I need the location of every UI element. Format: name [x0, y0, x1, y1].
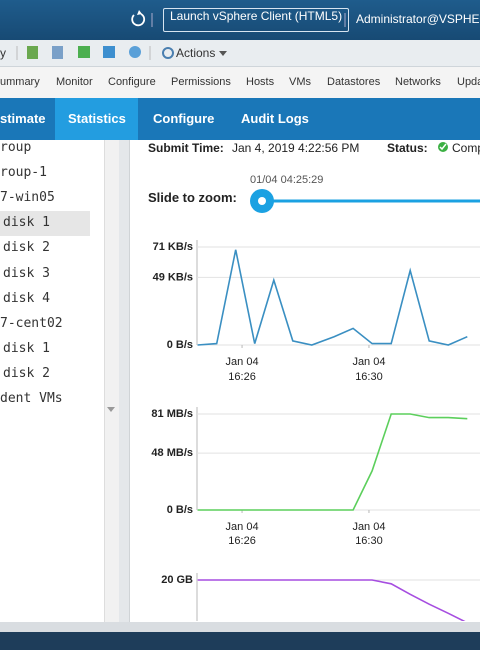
toolbar-label: y	[0, 46, 6, 60]
slider-label: Slide to zoom:	[148, 190, 237, 205]
footer-strip	[0, 622, 480, 632]
nav-tab[interactable]: Networks	[395, 76, 441, 88]
status-check	[439, 143, 447, 151]
tree-item[interactable]: 7-cent02	[0, 315, 63, 331]
y-tick-label: 0 B/s	[167, 339, 193, 351]
tree-item[interactable]: dent VMs	[0, 391, 63, 406]
y-tick-label: 48 MB/s	[151, 447, 193, 459]
x-tick-label: Jan 04	[226, 356, 259, 368]
y-tick-label: 20 GB	[161, 574, 193, 586]
y-tick-label: 81 MB/s	[151, 408, 193, 420]
dropdown-arrow	[219, 51, 227, 56]
sub-tab[interactable]: stimate	[0, 111, 46, 126]
status-value: Compl	[452, 141, 480, 155]
launch-button[interactable]: Launch vSphere Client (HTML5)	[163, 8, 350, 32]
x-tick-label: 16:26	[228, 371, 256, 383]
x-tick-label: 16:26	[228, 535, 256, 547]
nav-tab[interactable]: Configure	[108, 76, 156, 88]
tree-item[interactable]: 7-win05	[0, 190, 55, 206]
scrollbar[interactable]	[104, 140, 119, 622]
y-tick-label: 0 B/s	[167, 504, 193, 516]
tool-icon[interactable]	[103, 46, 115, 58]
nav-tab[interactable]: Hosts	[246, 76, 275, 88]
y-tick-label: 49 KB/s	[153, 271, 193, 283]
nav-tab[interactable]: Datastores	[327, 76, 381, 88]
x-tick-label: Jan 04	[352, 521, 385, 533]
scroll-arrow[interactable]	[107, 407, 115, 412]
tree-item[interactable]: disk 1	[3, 340, 50, 356]
submit-time: Jan 4, 2019 4:22:56 PM	[232, 141, 360, 155]
tree-item[interactable]: disk 2	[3, 240, 50, 256]
gear-icon	[162, 47, 174, 59]
data-line	[197, 249, 468, 346]
sub-tab[interactable]: Audit Logs	[241, 111, 309, 126]
selected-tab-bg	[55, 98, 138, 140]
slider-knob-center	[258, 197, 266, 205]
panel-gutter	[119, 140, 130, 622]
user-menu[interactable]: Administrator@VSPHERE	[356, 12, 480, 26]
tree-selection	[0, 211, 90, 236]
tree-item[interactable]: roup	[0, 140, 32, 155]
sub-tab[interactable]: Statistics	[68, 111, 126, 126]
nav-tab[interactable]: Monitor	[56, 76, 93, 88]
nav-tab[interactable]: VMs	[289, 76, 311, 88]
refresh-arrow	[137, 10, 142, 15]
data-line	[197, 579, 466, 621]
top-bar	[0, 0, 480, 40]
data-line	[197, 413, 468, 511]
tool-icon[interactable]	[52, 46, 63, 59]
nav-tab[interactable]: ummary	[0, 76, 40, 88]
actions-menu[interactable]: Actions	[176, 46, 216, 60]
tree-item[interactable]: roup-1	[0, 165, 47, 181]
submit-label: Submit Time:	[148, 141, 224, 155]
tool-icon[interactable]	[129, 46, 141, 58]
x-tick-label: Jan 04	[226, 521, 259, 533]
sub-tab[interactable]: Configure	[153, 111, 215, 126]
nav-tab[interactable]: Permissions	[171, 76, 231, 88]
x-tick-label: 16:30	[355, 371, 383, 383]
tree-item[interactable]: disk 3	[3, 265, 50, 281]
nav-tab[interactable]: Upda	[457, 76, 480, 88]
y-tick-label: 71 KB/s	[153, 241, 193, 253]
refresh-icon[interactable]	[131, 13, 146, 27]
tool-icon[interactable]	[27, 46, 38, 59]
x-tick-label: Jan 04	[352, 356, 385, 368]
tree-item[interactable]: disk 2	[3, 365, 50, 381]
tool-icon[interactable]	[78, 46, 90, 58]
status-label: Status:	[387, 141, 428, 155]
tree-item[interactable]: disk 1	[3, 215, 50, 231]
x-tick-label: 16:30	[355, 535, 383, 547]
footer-bar	[0, 632, 480, 650]
slider-value: 01/04 04:25:29	[250, 174, 324, 186]
tree-item[interactable]: disk 4	[3, 290, 50, 306]
